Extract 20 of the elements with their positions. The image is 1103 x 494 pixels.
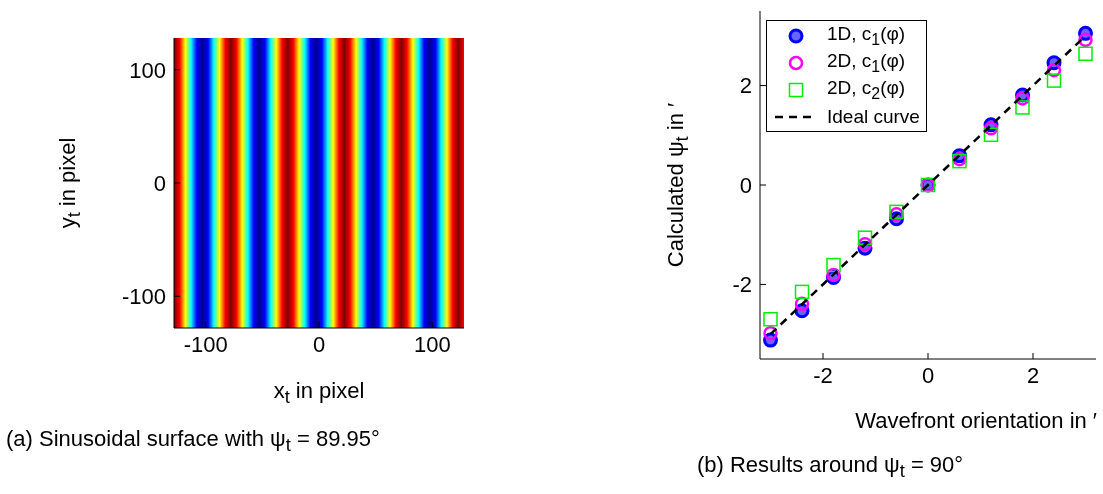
x-tick-label: -2 (813, 362, 833, 388)
y-tick-label: -100 (121, 284, 166, 310)
x-tick-label: 0 (921, 362, 935, 388)
text: (a) Sinusoidal surface with ψ$_{t}$ = 89.95° (6, 426, 380, 457)
x-tick-label: 2 (1026, 362, 1040, 388)
y-tick-label: 0 (153, 170, 166, 196)
legend-label: 2D, c$_{1}$(φ) (827, 49, 906, 76)
x-tick-label: 100 (413, 331, 451, 357)
legend-label: 2D, c$_{2}$(φ) (827, 76, 906, 103)
legend-label: Ideal curve (827, 105, 920, 128)
x-tick-label: 0 (312, 331, 326, 357)
y-tick-label: 100 (129, 57, 166, 83)
y-tick-label: 0 (739, 172, 752, 198)
x-tick-label: -100 (183, 331, 228, 357)
legend-label: 1D, c$_{1}$(φ) (827, 22, 906, 49)
y-tick-label: -2 (732, 272, 752, 298)
y-tick-label: 2 (739, 73, 752, 99)
x-axis-title: x$_{t}$ in pixel (273, 378, 365, 409)
x-axis-title: Wavefront orientation in ′ (855, 408, 1097, 434)
text: (b) Results around ψ$_{t}$ = 90° (696, 452, 964, 483)
